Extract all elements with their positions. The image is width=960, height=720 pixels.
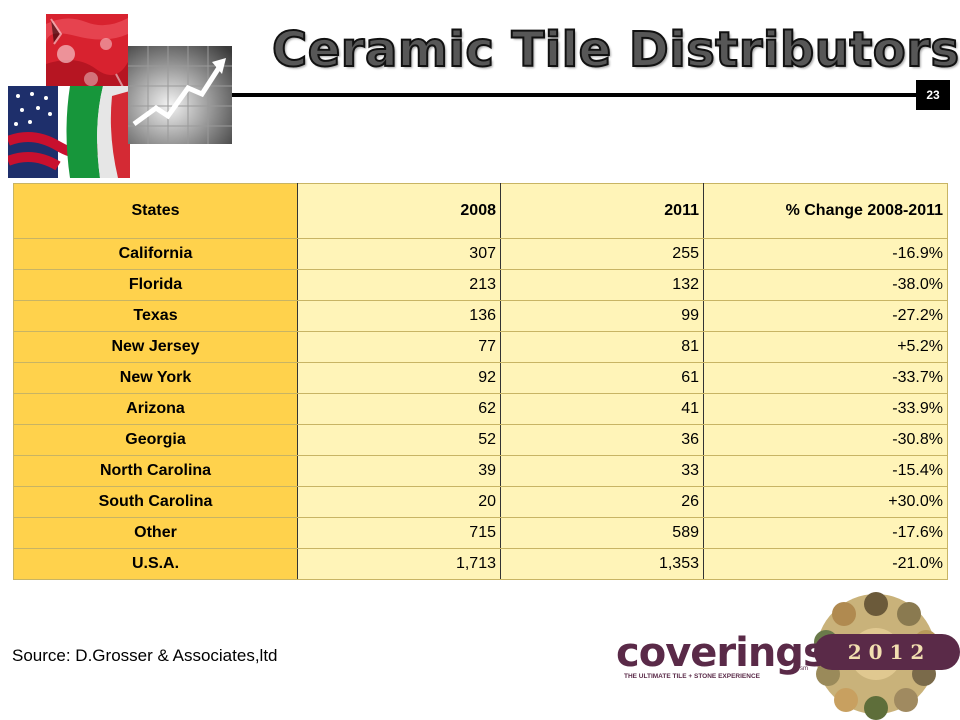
cell-2008: 307 <box>297 238 501 270</box>
cell-state: New Jersey <box>13 331 298 363</box>
table-row: Florida 213 132 -38.0% <box>13 269 948 301</box>
cell-2011: 61 <box>500 362 704 394</box>
table-row: South Carolina 20 26 +30.0% <box>13 486 948 518</box>
cell-pct-change: +5.2% <box>703 331 948 363</box>
table-row: Georgia 52 36 -30.8% <box>13 424 948 456</box>
table-row: California 307 255 -16.9% <box>13 238 948 270</box>
cell-2011: 1,353 <box>500 548 704 580</box>
cell-state: South Carolina <box>13 486 298 518</box>
logo-mark: sm <box>800 666 808 672</box>
cell-pct-change: -21.0% <box>703 548 948 580</box>
cell-state: North Carolina <box>13 455 298 487</box>
header-2011: 2011 <box>500 183 704 239</box>
table-row: New Jersey 77 81 +5.2% <box>13 331 948 363</box>
cell-pct-change: -15.4% <box>703 455 948 487</box>
table-row: New York 92 61 -33.7% <box>13 362 948 394</box>
header-pct-change: % Change 2008-2011 <box>703 183 948 239</box>
cell-pct-change: -17.6% <box>703 517 948 549</box>
cell-2011: 99 <box>500 300 704 332</box>
cell-state: Other <box>13 517 298 549</box>
header-2008: 2008 <box>297 183 501 239</box>
cell-2008: 715 <box>297 517 501 549</box>
cell-pct-change: -30.8% <box>703 424 948 456</box>
cell-2008: 92 <box>297 362 501 394</box>
cell-2008: 1,713 <box>297 548 501 580</box>
cell-state: New York <box>13 362 298 394</box>
cell-2008: 52 <box>297 424 501 456</box>
page-number-badge: 23 <box>916 80 950 110</box>
flags-image <box>8 86 130 178</box>
source-note: Source: D.Grosser & Associates,ltd <box>12 646 278 665</box>
table-header-row: States 2008 2011 % Change 2008-2011 <box>13 183 948 239</box>
red-texture-image <box>46 14 128 94</box>
cell-2008: 39 <box>297 455 501 487</box>
distributors-table: States 2008 2011 % Change 2008-2011 Cali… <box>13 183 948 580</box>
logo-brand: coverings <box>616 630 826 676</box>
cell-2008: 77 <box>297 331 501 363</box>
logo-year: 2 0 1 2 <box>848 640 925 664</box>
cell-state: Florida <box>13 269 298 301</box>
cell-state: Arizona <box>13 393 298 425</box>
header-states: States <box>13 183 298 239</box>
cell-2008: 20 <box>297 486 501 518</box>
cell-2008: 136 <box>297 300 501 332</box>
cell-2011: 26 <box>500 486 704 518</box>
table-row: North Carolina 39 33 -15.4% <box>13 455 948 487</box>
cell-state: Texas <box>13 300 298 332</box>
logo-tagline: THE ULTIMATE TILE + STONE EXPERIENCE <box>624 673 761 680</box>
cell-pct-change: -33.7% <box>703 362 948 394</box>
cell-2011: 81 <box>500 331 704 363</box>
table-row: Arizona 62 41 -33.9% <box>13 393 948 425</box>
cell-state: Georgia <box>13 424 298 456</box>
cell-pct-change: -27.2% <box>703 300 948 332</box>
cell-2008: 213 <box>297 269 501 301</box>
cell-pct-change: -33.9% <box>703 393 948 425</box>
cell-2011: 589 <box>500 517 704 549</box>
cell-2011: 41 <box>500 393 704 425</box>
table-row: Texas 136 99 -27.2% <box>13 300 948 332</box>
table-row-total: U.S.A. 1,713 1,353 -21.0% <box>13 548 948 580</box>
coverings-logo: 2 0 1 2 coverings sm THE ULTIMATE TILE +… <box>616 592 960 720</box>
rising-chart-image <box>128 46 232 144</box>
title-divider <box>232 93 916 97</box>
cell-pct-change: +30.0% <box>703 486 948 518</box>
table-row: Other 715 589 -17.6% <box>13 517 948 549</box>
cell-2011: 36 <box>500 424 704 456</box>
page-title: Ceramic Tile Distributors <box>271 21 960 79</box>
cell-2011: 255 <box>500 238 704 270</box>
cell-state: California <box>13 238 298 270</box>
cell-2011: 132 <box>500 269 704 301</box>
cell-state: U.S.A. <box>13 548 298 580</box>
cell-pct-change: -38.0% <box>703 269 948 301</box>
cell-2011: 33 <box>500 455 704 487</box>
cell-2008: 62 <box>297 393 501 425</box>
cell-pct-change: -16.9% <box>703 238 948 270</box>
